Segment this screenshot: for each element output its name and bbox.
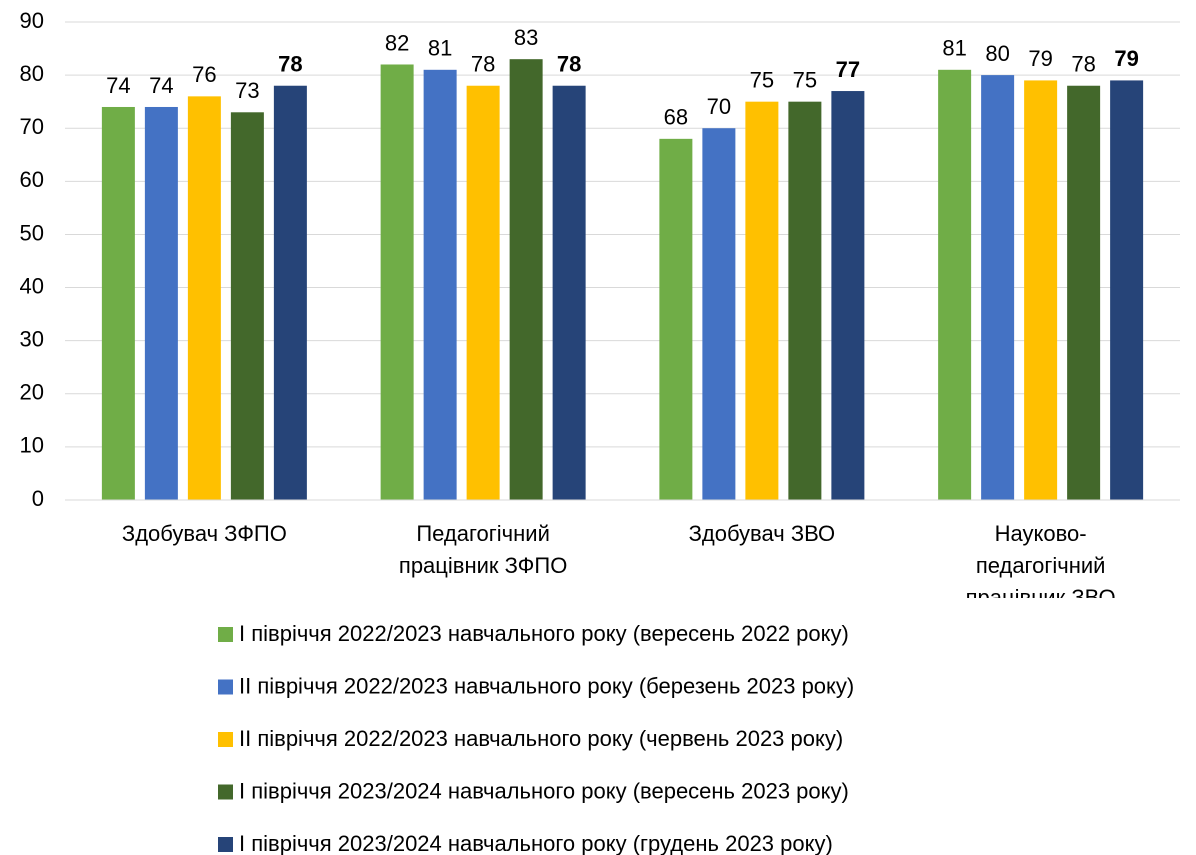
x-tick-label-box: Педагогічний працівник ЗФПО: [398, 521, 568, 578]
data-label: 76: [192, 62, 216, 87]
legend-swatch: [218, 732, 233, 747]
legend-label: І півріччя 2023/2024 навчального року (в…: [239, 778, 849, 803]
bar: [1067, 85, 1101, 500]
bar: [466, 85, 500, 500]
data-label: 78: [278, 52, 302, 77]
y-tick-label: 0: [32, 486, 44, 511]
bar: [230, 112, 264, 501]
data-label: 74: [149, 73, 173, 98]
bar: [187, 96, 221, 500]
legend-label: І півріччя 2022/2023 навчального року (в…: [239, 621, 849, 646]
y-tick-label: 50: [20, 220, 44, 245]
legend-swatch: [218, 679, 233, 695]
x-tick-label: Науково-педагогічний працівник ЗВО: [965, 521, 1116, 598]
data-label: 79: [1028, 46, 1052, 71]
data-label: 74: [106, 73, 130, 98]
data-label: 73: [235, 78, 259, 103]
bar: [1024, 80, 1058, 500]
bar: [745, 101, 779, 501]
data-label: 78: [557, 52, 581, 77]
legend-label: ІІ півріччя 2022/2023 навчального року (…: [239, 726, 843, 751]
bar: [981, 75, 1015, 500]
legend-swatch: [218, 837, 233, 852]
x-tick-label: Педагогічний працівник ЗФПО: [398, 521, 568, 578]
legend-swatch: [218, 784, 233, 800]
data-label: 82: [385, 30, 409, 55]
y-tick-label: 60: [20, 167, 44, 192]
y-tick-label: 10: [20, 433, 44, 458]
legend-label: ІІ півріччя 2022/2023 навчального року (…: [239, 673, 854, 698]
x-tick-label-box: Науково-педагогічний працівник ЗВО: [965, 521, 1116, 598]
bar: [702, 128, 736, 500]
bar: [938, 69, 972, 501]
data-label: 78: [471, 52, 495, 77]
bar: [552, 85, 586, 500]
bar: [1110, 80, 1144, 500]
data-label: 77: [836, 57, 860, 82]
legend-label: І півріччя 2023/2024 навчального року (г…: [239, 831, 833, 855]
data-label: 75: [750, 67, 774, 92]
bar: [380, 64, 414, 500]
bar: [144, 106, 178, 500]
y-tick-label: 90: [20, 8, 44, 33]
data-label: 78: [1071, 52, 1095, 77]
bar: [659, 138, 693, 500]
data-label: 68: [664, 105, 688, 130]
data-label: 81: [942, 36, 966, 61]
bar: [788, 101, 822, 501]
data-label: 79: [1114, 46, 1138, 71]
data-label: 70: [707, 94, 731, 119]
bar: [509, 59, 543, 501]
x-tick-label-box: Здобувач ЗФПО: [121, 521, 287, 546]
x-tick-label: Здобувач ЗВО: [688, 521, 836, 546]
bar: [273, 85, 307, 500]
data-label: 75: [793, 67, 817, 92]
bar: [101, 106, 135, 500]
data-label: 83: [514, 25, 538, 50]
y-tick-label: 40: [20, 273, 44, 298]
legend-swatch: [218, 627, 233, 642]
y-tick-label: 20: [20, 380, 44, 405]
x-tick-label: Здобувач ЗФПО: [121, 521, 287, 546]
y-tick-label: 30: [20, 326, 44, 351]
y-tick-label: 80: [20, 61, 44, 86]
data-label: 80: [985, 41, 1009, 66]
data-label: 81: [428, 36, 452, 61]
y-tick-label: 70: [20, 114, 44, 139]
bar: [831, 91, 865, 501]
bar: [423, 69, 457, 501]
x-tick-label-box: Здобувач ЗВО: [688, 521, 836, 546]
